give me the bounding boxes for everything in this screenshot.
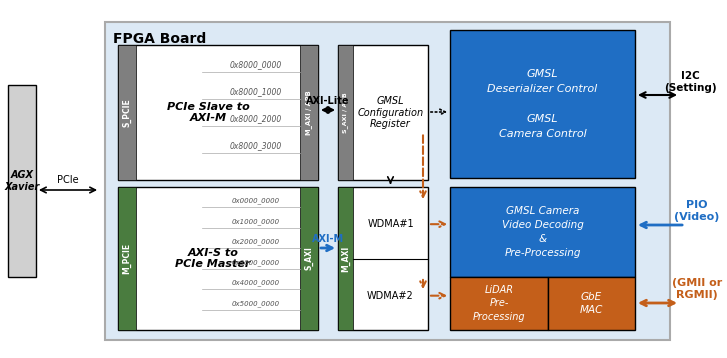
Bar (300, 45, 318, 180)
Text: S_AXI: S_AXI (305, 247, 313, 270)
Bar (105, 22, 670, 340)
Text: 0x3000_0000: 0x3000_0000 (232, 259, 280, 266)
Text: AXI-S to
PCIe Master: AXI-S to PCIe Master (175, 248, 251, 269)
Text: AXI-Lite: AXI-Lite (306, 96, 350, 106)
Bar (338, 187, 428, 330)
Text: LiDAR
Pre-
Processing: LiDAR Pre- Processing (473, 285, 526, 322)
Text: GMSL
Deserializer Control

GMSL
Camera Control: GMSL Deserializer Control GMSL Camera Co… (487, 69, 598, 139)
Bar (548, 277, 635, 330)
Bar (450, 30, 635, 178)
Text: WDMA#2: WDMA#2 (367, 291, 414, 301)
Text: M_AXI: M_AXI (341, 245, 350, 272)
Bar (338, 45, 353, 180)
Bar (118, 45, 136, 180)
Text: AXI-M: AXI-M (312, 234, 344, 244)
Text: GMSL Camera
Video Decoding
&
Pre-Processing: GMSL Camera Video Decoding & Pre-Process… (502, 206, 584, 258)
Text: 0x1000_0000: 0x1000_0000 (232, 218, 280, 225)
Text: 0x0000_0000: 0x0000_0000 (232, 198, 280, 204)
Text: PCIe: PCIe (57, 175, 79, 185)
Bar (118, 45, 318, 180)
Text: (GMII or
RGMII): (GMII or RGMII) (672, 279, 722, 300)
Text: 0x2000_0000: 0x2000_0000 (232, 238, 280, 245)
Text: PIO
(Video): PIO (Video) (675, 200, 720, 222)
Text: AGX
Xavier: AGX Xavier (4, 170, 40, 192)
Text: 0x8000_1000: 0x8000_1000 (230, 87, 282, 96)
Text: 0x8000_3000: 0x8000_3000 (230, 141, 282, 150)
Text: S_PCIE: S_PCIE (122, 98, 132, 127)
Text: GMSL
Configuration
Register: GMSL Configuration Register (358, 96, 424, 129)
Text: 0x8000_0000: 0x8000_0000 (230, 60, 282, 69)
Text: GbE
MAC: GbE MAC (580, 292, 603, 315)
Text: 0x8000_2000: 0x8000_2000 (230, 114, 282, 123)
Bar (338, 45, 428, 180)
Text: M_PCIE: M_PCIE (122, 243, 132, 274)
Text: I2C
(Setting): I2C (Setting) (664, 71, 716, 93)
Text: 0x5000_0000: 0x5000_0000 (232, 300, 280, 306)
Bar (450, 277, 548, 330)
Bar (450, 187, 635, 277)
Bar (338, 187, 353, 330)
Text: FPGA Board: FPGA Board (113, 32, 206, 46)
Text: M_AXI / APB: M_AXI / APB (305, 90, 313, 135)
Bar (300, 187, 318, 330)
Text: WDMA#1: WDMA#1 (367, 219, 414, 229)
Text: 0x4000_0000: 0x4000_0000 (232, 279, 280, 286)
Bar (118, 187, 318, 330)
Text: PCIe Slave to
AXI-M: PCIe Slave to AXI-M (166, 102, 249, 123)
Bar (8, 85, 36, 277)
Text: S_AXI / APB: S_AXI / APB (342, 92, 348, 133)
Bar (118, 187, 136, 330)
